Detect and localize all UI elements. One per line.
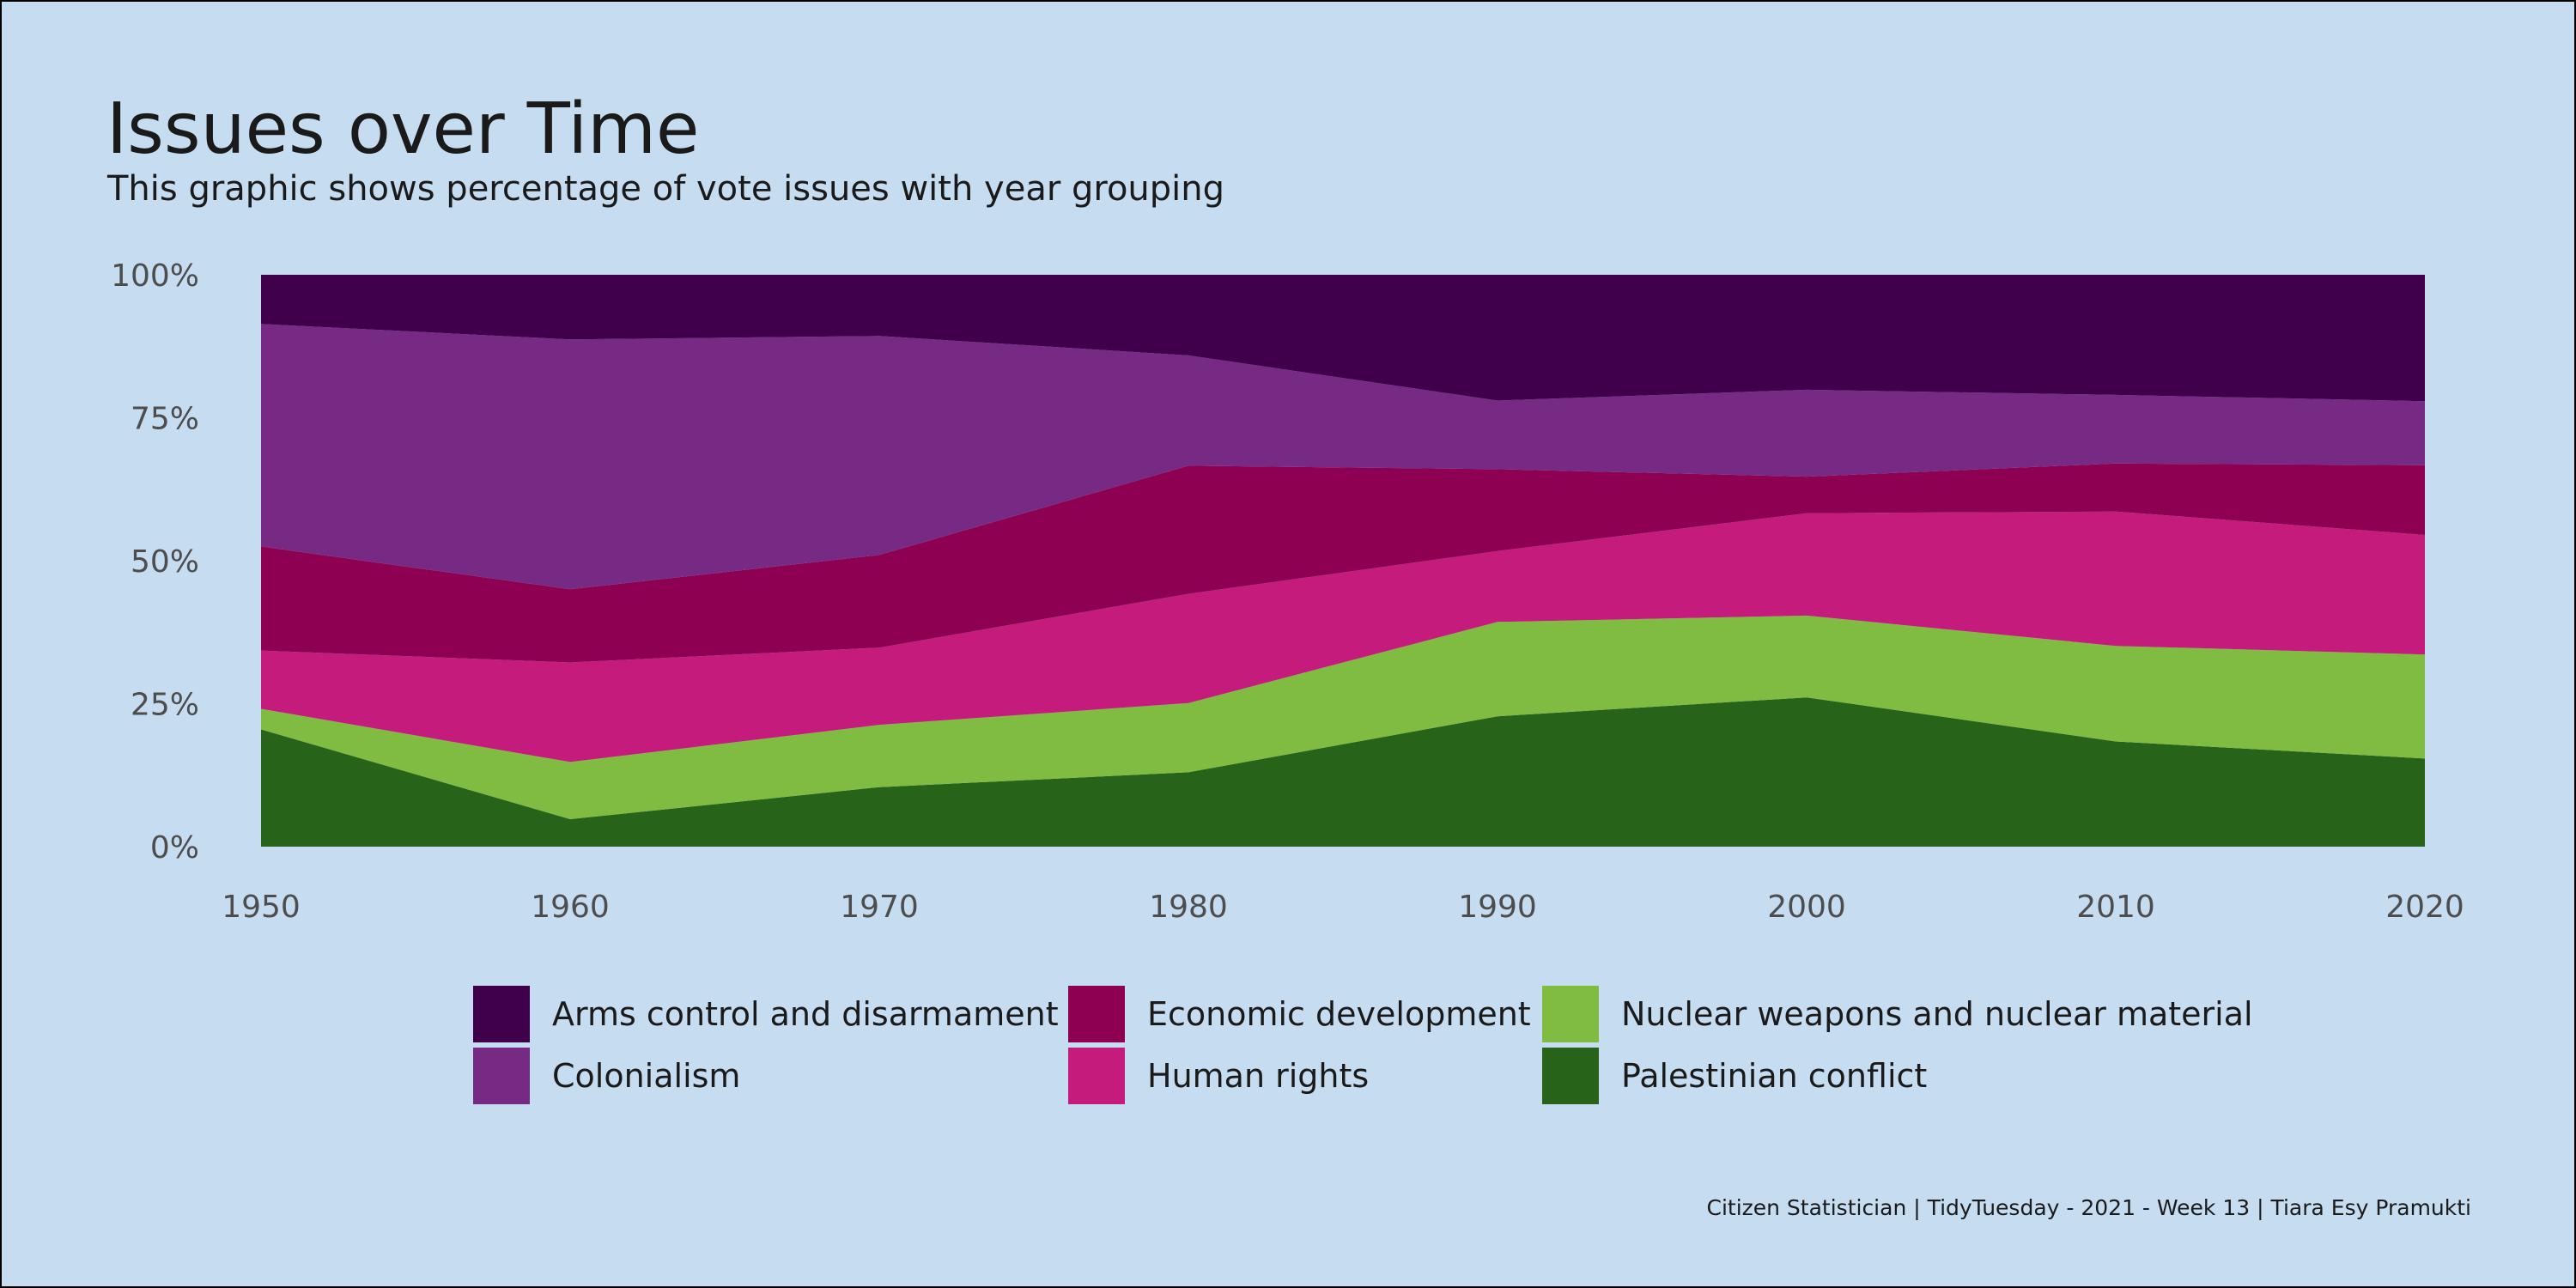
- legend-label: Colonialism: [552, 1057, 741, 1095]
- x-tick-label: 2000: [1767, 890, 1846, 925]
- legend-item: Arms control and disarmament: [473, 986, 1059, 1042]
- legend-item: Colonialism: [473, 1048, 740, 1104]
- x-tick-label: 1970: [840, 890, 919, 925]
- x-tick-label: 1990: [1458, 890, 1537, 925]
- y-tick-label: 25%: [131, 688, 199, 723]
- legend-swatch: [473, 1048, 530, 1104]
- chart-title: Issues over Time: [106, 88, 700, 170]
- area-series-group: [261, 275, 2425, 847]
- y-axis: 0% 25% 50% 75% 100%: [111, 258, 199, 866]
- legend-swatch: [473, 986, 530, 1042]
- area-arms-control-and-disarmament: [261, 275, 2425, 402]
- y-tick-label: 100%: [111, 258, 199, 294]
- area-human-rights: [261, 511, 2425, 762]
- legend-label: Arms control and disarmament: [552, 995, 1059, 1033]
- legend-label: Palestinian conflict: [1621, 1057, 1928, 1095]
- y-tick-label: 50%: [131, 544, 199, 580]
- x-tick-label: 1980: [1149, 890, 1228, 925]
- area-economic-development: [261, 463, 2425, 663]
- legend-swatch: [1068, 1048, 1125, 1104]
- legend-label: Nuclear weapons and nuclear material: [1621, 995, 2253, 1033]
- legend-item: Nuclear weapons and nuclear material: [1542, 986, 2253, 1042]
- area-colonialism: [261, 324, 2425, 590]
- x-tick-label: 2020: [2385, 890, 2464, 925]
- x-axis: 1950 1960 1970 1980 1990 2000 2010 2020: [222, 890, 2464, 925]
- x-tick-label: 2010: [2076, 890, 2155, 925]
- legend-label: Economic development: [1147, 995, 1531, 1033]
- area-nuclear-weapons-and-nuclear-material: [261, 615, 2425, 819]
- chart-subtitle: This graphic shows percentage of vote is…: [107, 169, 1225, 209]
- legend-swatch: [1542, 1048, 1599, 1104]
- x-tick-label: 1950: [222, 890, 301, 925]
- legend-label: Human rights: [1147, 1057, 1370, 1095]
- legend-swatch: [1542, 986, 1599, 1042]
- area-palestinian-conflict: [261, 697, 2425, 847]
- chart-caption: Citizen Statistician | TidyTuesday - 202…: [1706, 1195, 2471, 1220]
- legend-item: Economic development: [1068, 986, 1531, 1042]
- legend-item: Palestinian conflict: [1542, 1048, 1927, 1104]
- legend-swatch: [1068, 986, 1125, 1042]
- x-tick-label: 1960: [531, 890, 610, 925]
- legend-item: Human rights: [1068, 1048, 1369, 1104]
- y-tick-label: 75%: [131, 402, 199, 437]
- y-tick-label: 0%: [150, 830, 199, 866]
